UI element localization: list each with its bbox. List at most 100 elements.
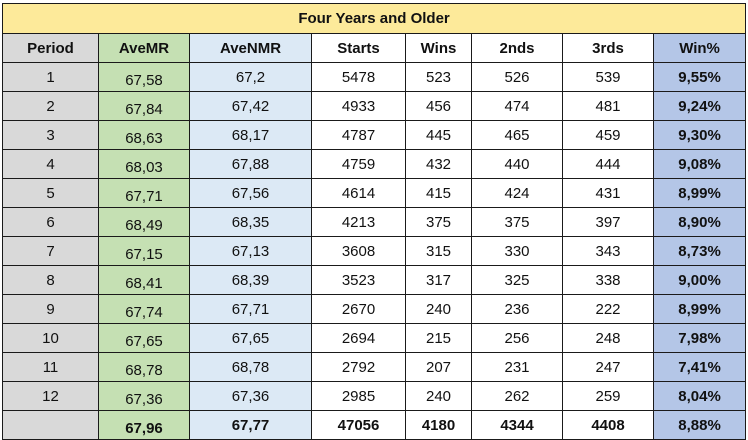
cell-3rds: 397	[562, 207, 654, 237]
cell-avemr: 68,49	[98, 207, 190, 237]
cell-wins: 240	[405, 381, 472, 411]
table-row: 2 67,84 67,42 4933 456 474 481 9,24%	[2, 91, 747, 121]
cell-period: 11	[2, 352, 99, 382]
cell-avemr: 67,96	[98, 410, 190, 440]
cell-win-pct: 8,04%	[652, 381, 747, 411]
cell-avenmr: 68,78	[189, 352, 312, 382]
cell-period: 9	[2, 294, 99, 324]
cell-3rds: 431	[562, 178, 654, 208]
cell-avemr: 67,84	[98, 91, 190, 121]
cell-3rds: 248	[562, 323, 654, 353]
cell-avenmr: 67,71	[189, 294, 312, 324]
table-row: 4 68,03 67,88 4759 432 440 444 9,08%	[2, 149, 747, 179]
cell-wins: 523	[405, 62, 472, 92]
cell-avemr: 68,03	[98, 149, 190, 179]
cell-2nds: 440	[471, 149, 563, 179]
cell-2nds: 375	[471, 207, 563, 237]
cell-avemr: 67,71	[98, 178, 190, 208]
table-row: 3 68,63 68,17 4787 445 465 459 9,30%	[2, 120, 747, 150]
cell-starts: 47056	[311, 410, 406, 440]
cell-period: 1	[2, 62, 99, 92]
table-title: Four Years and Older	[1, 3, 747, 34]
header-starts: Starts	[311, 33, 406, 63]
cell-3rds: 4408	[562, 410, 654, 440]
header-row: Period AveMR AveNMR Starts Wins 2nds 3rd…	[2, 33, 747, 63]
cell-wins: 432	[405, 149, 472, 179]
cell-avenmr: 67,42	[189, 91, 312, 121]
cell-starts: 3523	[311, 265, 406, 295]
table-row: 9 67,74 67,71 2670 240 236 222 8,99%	[2, 294, 747, 324]
cell-avemr: 67,65	[98, 323, 190, 353]
cell-period: 10	[2, 323, 99, 353]
cell-win-pct: 9,00%	[652, 265, 747, 295]
table-row: 12 67,36 67,36 2985 240 262 259 8,04%	[2, 381, 747, 411]
cell-avemr: 67,58	[98, 62, 190, 92]
cell-2nds: 330	[471, 236, 563, 266]
table-row: 8 68,41 68,39 3523 317 325 338 9,00%	[2, 265, 747, 295]
cell-avemr: 67,36	[98, 381, 190, 411]
cell-3rds: 259	[562, 381, 654, 411]
stats-table: Four Years and Older Period AveMR AveNMR…	[1, 3, 747, 440]
cell-period: 2	[2, 91, 99, 121]
cell-starts: 4759	[311, 149, 406, 179]
cell-3rds: 444	[562, 149, 654, 179]
cell-win-pct: 8,99%	[652, 294, 747, 324]
header-wins: Wins	[405, 33, 472, 63]
cell-period: 12	[2, 381, 99, 411]
cell-2nds: 256	[471, 323, 563, 353]
totals-row: 67,96 67,77 47056 4180 4344 4408 8,88%	[2, 410, 747, 440]
header-avenmr: AveNMR	[189, 33, 312, 63]
cell-wins: 207	[405, 352, 472, 382]
cell-avemr: 68,63	[98, 120, 190, 150]
cell-2nds: 465	[471, 120, 563, 150]
cell-3rds: 539	[562, 62, 654, 92]
cell-win-pct: 9,30%	[652, 120, 747, 150]
cell-wins: 315	[405, 236, 472, 266]
header-3rds: 3rds	[562, 33, 654, 63]
cell-starts: 4933	[311, 91, 406, 121]
cell-2nds: 4344	[471, 410, 563, 440]
cell-win-pct: 7,98%	[652, 323, 747, 353]
cell-avenmr: 67,77	[189, 410, 312, 440]
cell-period: 8	[2, 265, 99, 295]
cell-3rds: 481	[562, 91, 654, 121]
cell-avenmr: 67,2	[189, 62, 312, 92]
cell-avemr: 67,15	[98, 236, 190, 266]
table-row: 11 68,78 68,78 2792 207 231 247 7,41%	[2, 352, 747, 382]
cell-period: 5	[2, 178, 99, 208]
cell-avemr: 67,74	[98, 294, 190, 324]
cell-wins: 240	[405, 294, 472, 324]
cell-2nds: 526	[471, 62, 563, 92]
cell-win-pct: 9,08%	[652, 149, 747, 179]
cell-starts: 4787	[311, 120, 406, 150]
cell-wins: 215	[405, 323, 472, 353]
cell-2nds: 236	[471, 294, 563, 324]
cell-2nds: 325	[471, 265, 563, 295]
table-row: 5 67,71 67,56 4614 415 424 431 8,99%	[2, 178, 747, 208]
cell-3rds: 459	[562, 120, 654, 150]
cell-wins: 4180	[405, 410, 472, 440]
cell-3rds: 338	[562, 265, 654, 295]
cell-wins: 445	[405, 120, 472, 150]
cell-avemr: 68,41	[98, 265, 190, 295]
cell-avenmr: 67,88	[189, 149, 312, 179]
cell-starts: 2694	[311, 323, 406, 353]
cell-period	[2, 410, 99, 440]
cell-win-pct: 8,90%	[652, 207, 747, 237]
header-win-pct: Win%	[652, 33, 747, 63]
title-row: Four Years and Older	[1, 3, 747, 34]
cell-wins: 317	[405, 265, 472, 295]
cell-avenmr: 67,65	[189, 323, 312, 353]
cell-avemr: 68,78	[98, 352, 190, 382]
table-row: 10 67,65 67,65 2694 215 256 248 7,98%	[2, 323, 747, 353]
cell-starts: 4213	[311, 207, 406, 237]
table-row: 7 67,15 67,13 3608 315 330 343 8,73%	[2, 236, 747, 266]
cell-avenmr: 68,17	[189, 120, 312, 150]
cell-win-pct: 9,55%	[652, 62, 747, 92]
cell-win-pct: 8,88%	[652, 410, 747, 440]
cell-win-pct: 8,73%	[652, 236, 747, 266]
cell-wins: 456	[405, 91, 472, 121]
cell-starts: 3608	[311, 236, 406, 266]
cell-win-pct: 7,41%	[652, 352, 747, 382]
header-2nds: 2nds	[471, 33, 563, 63]
